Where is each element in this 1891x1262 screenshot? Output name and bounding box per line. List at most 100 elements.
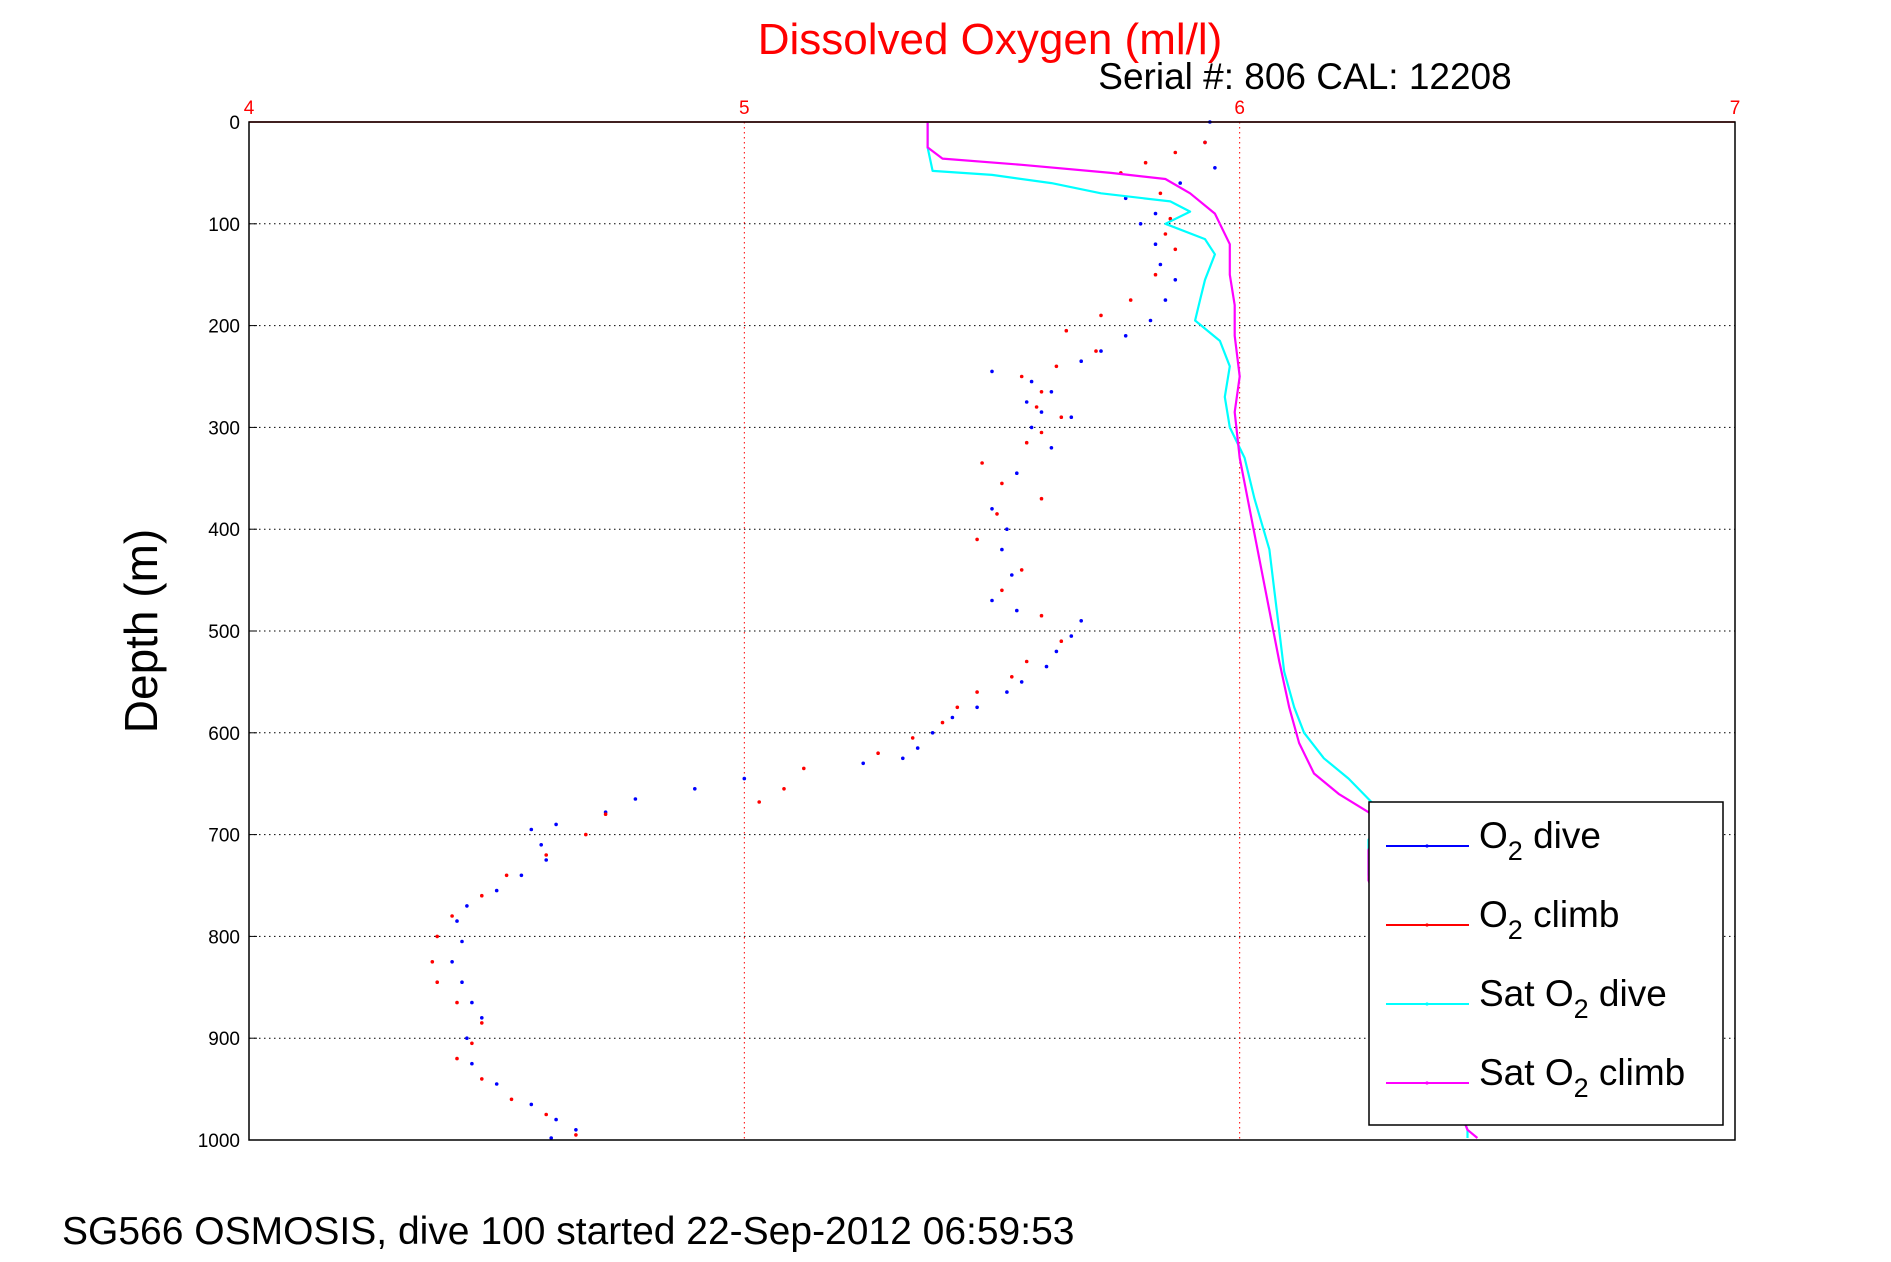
chart-title: Dissolved Oxygen (ml/l) [758,15,1223,64]
data-point [465,904,469,908]
chart-subtitle: Serial #: 806 CAL: 12208 [1098,56,1511,97]
data-point [455,919,459,923]
data-point [742,776,747,781]
legend: O2 dive O2 climb Sat O2 dive Sat O2 climb [1368,801,1724,1126]
data-point [549,1136,553,1140]
x-tick-label: 6 [1234,98,1245,119]
data-point [1178,181,1182,185]
legend-label: Sat O2 climb [1479,1052,1685,1103]
y-tick-label: 200 [208,317,240,338]
data-point [544,858,548,862]
dive-caption: SG566 OSMOSIS, dive 100 started 22-Sep-2… [62,1210,1075,1253]
data-point [975,705,979,710]
data-point [915,746,920,750]
data-point [1039,430,1044,435]
data-point [950,715,955,720]
legend-item: Sat O2 dive [1386,973,1667,1024]
data-point [1099,349,1103,353]
data-point [455,1000,459,1005]
data-point [539,843,543,847]
data-point [1039,496,1044,501]
data-point [470,1061,474,1066]
data-point [460,939,464,944]
data-point [910,736,915,740]
data-point [494,1082,499,1086]
data-point [460,980,464,984]
data-point [1054,649,1059,654]
data-point [1024,440,1029,445]
data-point [1000,547,1004,552]
data-point [504,873,509,878]
data-point [1163,298,1168,302]
data-point [554,1117,558,1122]
legend-item: Sat O2 climb [1386,1052,1685,1103]
data-point [544,1112,548,1117]
data-point [1000,481,1004,486]
data-point [1010,573,1014,577]
data-point [1029,425,1034,430]
legend-item: O2 dive [1386,815,1601,866]
data-point [1010,675,1014,679]
data-point [1039,390,1044,394]
legend-marker [1425,1002,1429,1006]
y-tick-label: 0 [229,113,240,134]
data-point [509,1097,514,1102]
data-point [1138,222,1143,226]
legend-label: O2 dive [1479,815,1601,866]
data-point [1158,191,1163,196]
data-point [574,1128,578,1132]
data-point [455,1056,459,1061]
data-point [1059,415,1064,420]
data-point [1044,664,1049,669]
data-point [1173,278,1178,282]
data-point [802,766,806,771]
data-point [990,369,994,374]
data-point [1153,211,1158,216]
legend-box [1368,801,1724,1126]
data-point [975,537,979,542]
x-tick-label: 5 [739,98,750,119]
data-point [1123,196,1128,201]
data-point [1019,680,1024,684]
data-point [430,960,435,964]
data-point [1039,613,1044,618]
data-point [1059,639,1064,643]
data-point [1069,634,1074,638]
data-point [574,1133,578,1137]
data-point [435,934,440,939]
data-point [584,832,588,837]
data-point [603,812,608,816]
data-point [861,761,865,766]
data-point [529,827,534,832]
data-point [1128,298,1133,302]
plot-series [430,120,1479,1140]
data-point [1099,313,1103,318]
data-point [435,980,440,984]
data-point [1163,232,1168,236]
data-point [1024,400,1029,404]
data-point [876,751,880,755]
data-point [990,507,994,511]
data-point [1143,160,1148,165]
y-tick-label: 500 [208,622,240,643]
series-1 [430,140,1207,1137]
data-point [1019,568,1024,572]
data-point [1000,588,1004,593]
series-2 [926,122,1469,1138]
data-point [955,705,960,710]
data-point [1173,150,1178,155]
data-point [930,731,935,735]
data-point [1015,608,1019,613]
y-axis-label: Depth (m) [115,529,167,733]
data-point [1064,328,1069,333]
data-point [995,512,999,516]
data-point [1094,349,1098,353]
legend-marker [1425,923,1429,927]
y-tick-label: 100 [208,215,240,236]
data-point [480,893,484,898]
data-point [1173,247,1178,252]
data-point [480,1016,484,1020]
y-tick-label: 800 [208,927,240,948]
y-tick-label: 700 [208,826,240,847]
data-point [1158,262,1163,267]
